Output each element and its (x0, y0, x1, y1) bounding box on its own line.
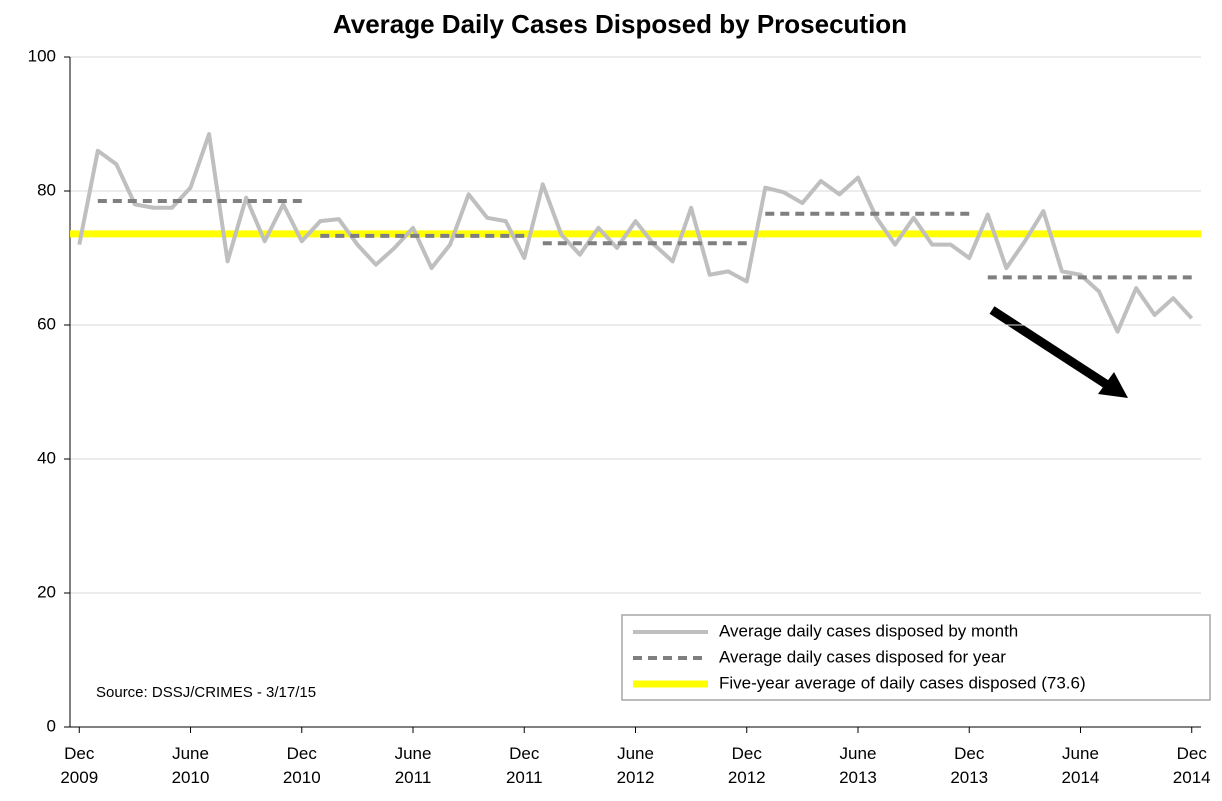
x-tick-label: Dec 2010 (282, 744, 321, 787)
x-tick-label: Dec 2012 (727, 744, 766, 787)
trend-arrow (989, 306, 1115, 392)
y-tick-label: 60 (37, 314, 56, 333)
y-tick-label: 40 (37, 448, 56, 467)
x-tick-label: June 2010 (171, 744, 210, 787)
monthly-line (77, 132, 1194, 334)
x-tick-label: June 2014 (1061, 744, 1100, 787)
y-tick-label: 20 (37, 582, 56, 601)
legend-label: Average daily cases disposed for year (719, 647, 1006, 666)
trend-arrow-head (1098, 372, 1128, 398)
x-tick-label: June 2013 (839, 744, 877, 787)
x-tick-label: June 2011 (394, 744, 432, 787)
x-tick-label: June 2012 (616, 744, 655, 787)
legend-box (621, 614, 1211, 701)
legend-label: Five-year average of daily cases dispose… (719, 673, 1086, 692)
chart-title: Average Daily Cases Disposed by Prosecut… (333, 9, 907, 39)
source-note: Source: DSSJ/CRIMES - 3/17/15 (96, 684, 316, 701)
y-tick-label: 0 (47, 716, 56, 735)
x-tick-label: Dec 2014 (1172, 744, 1211, 787)
y-tick-label: 100 (28, 46, 56, 65)
legend-label: Average daily cases disposed by month (719, 621, 1018, 640)
x-tick-label: Dec 2013 (950, 744, 989, 787)
y-tick-label: 80 (37, 180, 56, 199)
x-tick-label: Dec 2011 (505, 744, 543, 787)
x-tick-label: Dec 2009 (60, 744, 99, 787)
